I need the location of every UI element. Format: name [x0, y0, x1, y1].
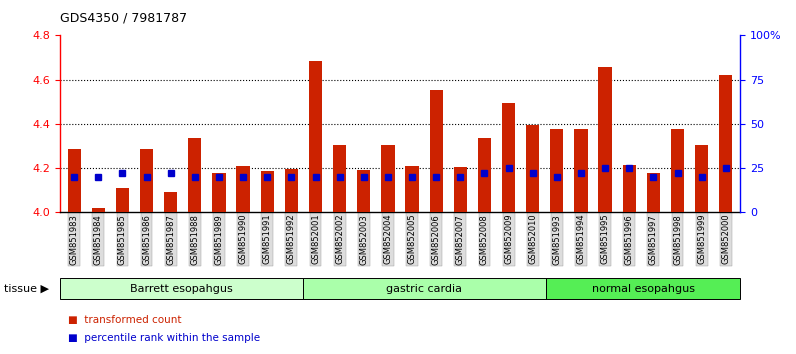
Bar [405, 166, 419, 212]
Bar [333, 145, 346, 212]
Bar [236, 166, 250, 212]
Bar [213, 173, 225, 212]
Bar [622, 165, 636, 212]
Text: normal esopahgus: normal esopahgus [591, 284, 695, 293]
Bar [164, 193, 178, 212]
Text: gastric cardia: gastric cardia [386, 284, 462, 293]
Bar [92, 208, 105, 212]
Text: ■  transformed count: ■ transformed count [68, 315, 181, 325]
Bar [599, 68, 612, 212]
Bar [526, 125, 540, 212]
Bar [140, 149, 153, 212]
Bar [68, 149, 81, 212]
Bar [260, 171, 274, 212]
Bar [550, 130, 564, 212]
FancyBboxPatch shape [302, 278, 546, 299]
Bar [188, 138, 201, 212]
Bar [309, 61, 322, 212]
Bar [430, 90, 443, 212]
Bar [454, 167, 467, 212]
Bar [381, 145, 395, 212]
Bar [647, 173, 660, 212]
Bar [719, 75, 732, 212]
Bar [285, 169, 298, 212]
Bar [502, 103, 515, 212]
Bar [671, 130, 685, 212]
Text: GDS4350 / 7981787: GDS4350 / 7981787 [60, 12, 187, 25]
FancyBboxPatch shape [546, 278, 740, 299]
Bar [115, 188, 129, 212]
Text: Barrett esopahgus: Barrett esopahgus [130, 284, 232, 293]
Bar [357, 170, 370, 212]
Text: ■  percentile rank within the sample: ■ percentile rank within the sample [68, 333, 259, 343]
FancyBboxPatch shape [60, 278, 302, 299]
Text: tissue ▶: tissue ▶ [4, 284, 49, 293]
Bar [575, 130, 587, 212]
Bar [695, 145, 708, 212]
Bar [478, 138, 491, 212]
